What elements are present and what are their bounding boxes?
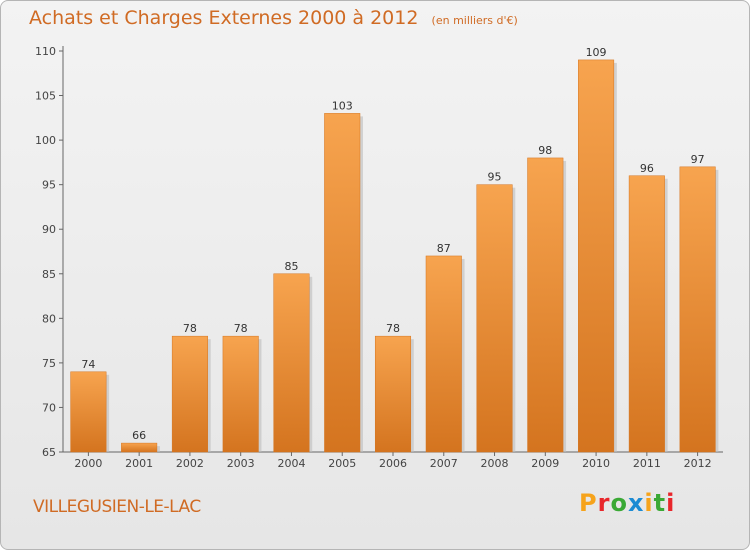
bar-value-label: 78	[183, 322, 197, 335]
x-tick-label: 2002	[176, 457, 204, 470]
bar	[324, 113, 361, 453]
bar	[527, 157, 564, 453]
logo-letter: t	[653, 489, 667, 517]
y-tick-label: 95	[42, 179, 56, 192]
bar	[273, 273, 310, 453]
bar	[171, 335, 208, 453]
bar	[374, 335, 412, 453]
proxiti-logo: Proxiti	[579, 489, 675, 517]
x-tick-label: 2009	[531, 457, 559, 470]
y-tick-label: 100	[35, 134, 56, 147]
bar-value-label: 95	[488, 171, 502, 184]
x-tick-label: 2007	[430, 457, 458, 470]
y-tick-label: 70	[42, 401, 56, 414]
logo-letter: i	[644, 489, 654, 517]
bar	[70, 371, 107, 453]
y-tick-label: 75	[42, 357, 56, 370]
x-tick-label: 2001	[125, 457, 153, 470]
bar-value-label: 98	[538, 144, 552, 157]
bar-value-label: 97	[691, 153, 705, 166]
x-tick-label: 2003	[227, 457, 255, 470]
x-tick-label: 2010	[582, 457, 610, 470]
y-tick-label: 85	[42, 268, 56, 281]
chart-title-main: Achats et Charges Externes 2000 à 2012	[29, 7, 419, 29]
bar-value-label: 74	[81, 358, 95, 371]
chart-title: Achats et Charges Externes 2000 à 2012 (…	[29, 7, 518, 29]
bar-value-label: 78	[386, 322, 400, 335]
town-name: VILLEGUSIEN-LE-LAC	[33, 497, 201, 517]
chart-data-labels: 74 66 78 78 85 103 78 87 95 98 109 96 97	[81, 46, 704, 442]
bar-value-label: 109	[586, 46, 607, 59]
y-tick-label: 110	[35, 45, 56, 58]
bar	[628, 175, 665, 453]
x-tick-label: 2006	[379, 457, 407, 470]
logo-letter: r	[597, 489, 611, 517]
logo-letter: x	[627, 489, 645, 517]
bar	[121, 442, 158, 453]
y-tick-label: 90	[42, 223, 56, 236]
bar-value-label: 85	[284, 260, 298, 273]
bar-value-label: 78	[234, 322, 248, 335]
logo-letter: P	[579, 489, 598, 517]
logo-letter: o	[610, 489, 628, 517]
y-tick-label: 105	[35, 90, 56, 103]
x-tick-label: 2012	[684, 457, 712, 470]
bar-value-label: 103	[332, 99, 353, 112]
x-tick-label: 2004	[277, 457, 305, 470]
bar	[222, 335, 259, 453]
bar-value-label: 66	[132, 429, 146, 442]
y-tick-label: 80	[42, 312, 56, 325]
bar	[578, 59, 615, 453]
x-tick-label: 2000	[74, 457, 102, 470]
bar	[679, 166, 716, 453]
bar-value-label: 87	[437, 242, 451, 255]
x-tick-label: 2005	[328, 457, 356, 470]
bar	[425, 255, 462, 453]
bar	[476, 184, 513, 453]
logo-letter: i	[666, 489, 676, 517]
chart-bars	[70, 59, 719, 453]
bar-value-label: 96	[640, 162, 654, 175]
y-tick-label: 65	[42, 446, 56, 459]
chart-title-unit: (en milliers d'€)	[431, 14, 518, 27]
x-tick-label: 2008	[481, 457, 509, 470]
x-tick-label: 2011	[633, 457, 661, 470]
